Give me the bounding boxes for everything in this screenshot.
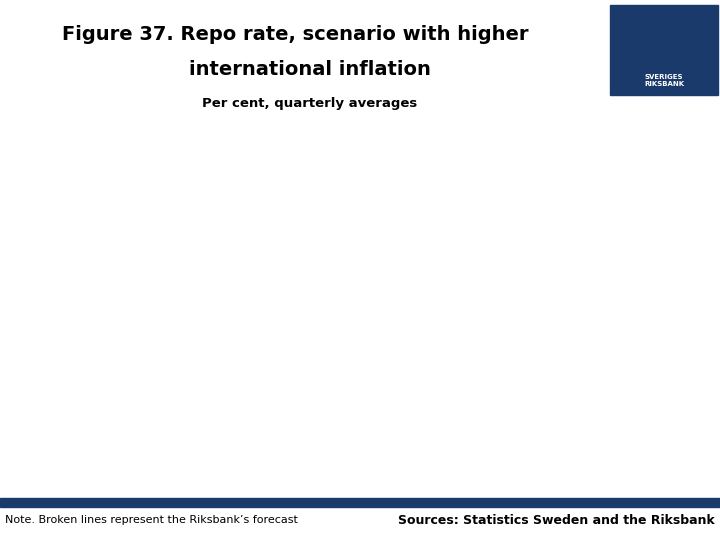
- Text: Figure 37. Repo rate, scenario with higher: Figure 37. Repo rate, scenario with high…: [62, 25, 528, 44]
- Text: Sources: Statistics Sweden and the Riksbank: Sources: Statistics Sweden and the Riksb…: [398, 514, 715, 526]
- Text: Per cent, quarterly averages: Per cent, quarterly averages: [202, 97, 418, 110]
- Text: Note. Broken lines represent the Riksbank’s forecast: Note. Broken lines represent the Riksban…: [5, 515, 298, 525]
- Text: SVERIGES
RIKSBANK: SVERIGES RIKSBANK: [644, 74, 684, 87]
- Bar: [610, 5, 718, 95]
- Text: international inflation: international inflation: [189, 60, 431, 79]
- Bar: [0, 498, 720, 507]
